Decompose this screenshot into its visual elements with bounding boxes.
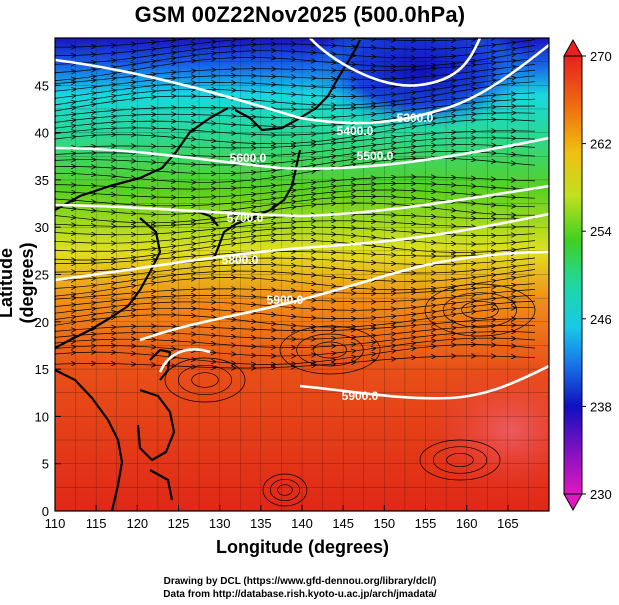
- colorbar-bottom-arrow: [563, 493, 583, 512]
- streamline-eddy: [442, 292, 518, 328]
- contour-label: 5500.0: [357, 149, 394, 163]
- x-tick-label: 150: [373, 516, 395, 531]
- y-tick-label: 15: [35, 362, 49, 377]
- contour-label: 5600.0: [230, 151, 267, 165]
- contour-labels: 5300.0 5400.0 5500.0 5600.0 5700.0 5800.0 5900…: [222, 111, 434, 403]
- x-tick-label: 130: [209, 516, 231, 531]
- y-tick-label: 35: [35, 173, 49, 188]
- streamline-eddy: [277, 484, 293, 496]
- contour-label: 5700.0: [227, 211, 264, 225]
- y-tick-label: 40: [35, 126, 49, 141]
- y-axis-ticks: 0 5 10 15 20 25 30 35 40 45: [35, 78, 61, 519]
- streamline-eddy: [269, 478, 301, 502]
- x-axis-label: Longitude (degrees): [215, 537, 389, 557]
- contour-label: 5900.0: [267, 293, 304, 307]
- x-axis-ticks: 110 115 120 125 130 135 140 145 150 155 160 165: [45, 505, 519, 531]
- streamline-eddy: [461, 300, 499, 320]
- y-tick-label: 5: [42, 457, 49, 472]
- colorbar-tick-label: 262: [590, 137, 612, 152]
- colorbar-tick-label: 270: [590, 49, 612, 64]
- colorbar-tick-label: 238: [590, 399, 612, 414]
- y-tick-label: 45: [35, 78, 49, 93]
- streamline-eddy: [446, 452, 474, 468]
- colorbar-tick-label: 230: [590, 487, 612, 502]
- contour-label: 5900.0: [342, 389, 379, 403]
- streamline-eddy: [419, 439, 501, 481]
- streamline: [55, 356, 536, 368]
- y-tick-label: 10: [35, 409, 49, 424]
- colorbar-ticks: 270 262 254 246 238 230: [582, 49, 612, 502]
- colorbar-tick-label: 246: [590, 312, 612, 327]
- x-tick-label: 140: [291, 516, 313, 531]
- streamline-eddy: [262, 473, 308, 507]
- streamline-eddy: [312, 341, 348, 359]
- streamline-eddy: [177, 364, 233, 396]
- height-contours: [55, 38, 549, 400]
- x-tick-label: 110: [45, 516, 66, 531]
- y-tick-label: 0: [42, 504, 49, 519]
- streamline-eddy: [191, 372, 219, 388]
- credit-dcl: Drawing by DCL (https://www.gfd-dennou.o…: [163, 576, 437, 587]
- x-tick-label: 125: [168, 516, 190, 531]
- y-tick-label: 25: [35, 268, 49, 283]
- wind-streamlines: [55, 38, 536, 507]
- x-tick-label: 155: [415, 516, 437, 531]
- streamline-eddy: [424, 283, 536, 337]
- streamline-eddy: [432, 446, 488, 474]
- x-tick-label: 145: [332, 516, 354, 531]
- x-tick-label: 165: [497, 516, 519, 531]
- credit-data: Data from http://database.rish.kyoto-u.a…: [163, 589, 437, 600]
- contour-label: 5800.0: [222, 253, 259, 267]
- contour-label: 5300.0: [397, 111, 434, 125]
- x-tick-label: 120: [126, 516, 148, 531]
- streamline-eddy: [279, 325, 381, 375]
- streamline-eddy: [164, 357, 246, 403]
- colorbar: 270 262 254 246 238 230: [563, 38, 612, 512]
- colorbar-top-arrow: [563, 38, 583, 57]
- x-tick-label: 115: [86, 516, 107, 531]
- colorbar-bar: [563, 55, 583, 495]
- x-tick-label: 135: [250, 516, 272, 531]
- page-title: GSM 00Z22Nov2025 (500.0hPa): [134, 2, 466, 27]
- plot-area: 5300.0 5400.0 5500.0 5600.0 5700.0 5800.0 5900…: [55, 38, 549, 511]
- contour-label: 5400.0: [337, 124, 374, 138]
- streamline-eddy: [296, 333, 364, 367]
- y-tick-label: 30: [35, 220, 49, 235]
- colorbar-tick-label: 254: [590, 224, 612, 239]
- warm-area: [420, 360, 549, 500]
- x-tick-label: 160: [456, 516, 478, 531]
- y-tick-label: 20: [35, 315, 49, 330]
